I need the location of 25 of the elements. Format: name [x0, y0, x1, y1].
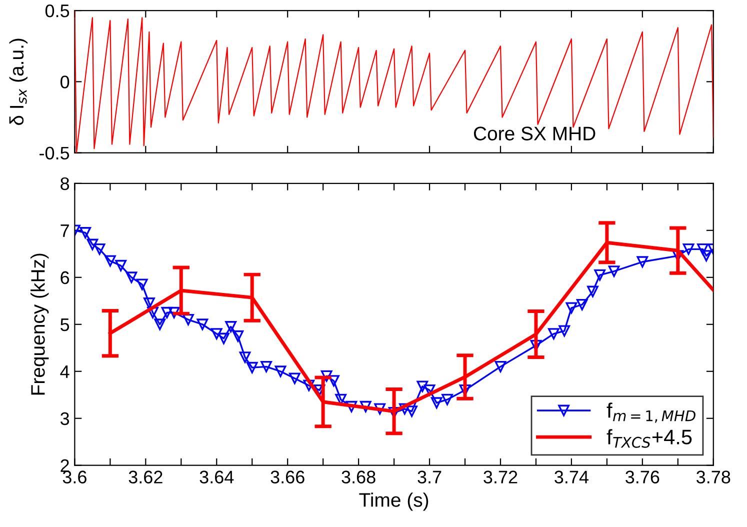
x-tick-label: 3.7 — [418, 470, 442, 484]
legend-label: f$_{m=1,MHD}$ — [606, 402, 696, 423]
x-tick-label: 3.62 — [128, 470, 162, 484]
x-tick-label: 3.76 — [626, 470, 660, 484]
y-tick-label: 7 — [60, 224, 69, 237]
x-tick-label: 3.6 — [62, 470, 86, 484]
y-tick-label: 3 — [60, 412, 70, 426]
x-tick-label: 3.68 — [342, 470, 376, 484]
y-tick-label: 4 — [60, 365, 70, 378]
y-axis-title: δ I$_{sx}$ (a.u.) — [9, 38, 28, 126]
y-tick-label: 8 — [60, 177, 70, 190]
legend-label: f$_{TXCS}$+4.5 — [606, 429, 692, 448]
x-tick-label: 3.72 — [484, 470, 518, 484]
y-tick-label: 0 — [60, 76, 70, 88]
x-tick-label: 3.64 — [200, 470, 234, 484]
x-tick-label: 3.74 — [554, 470, 588, 484]
y-tick-label: 6 — [60, 271, 70, 284]
x-tick-label: 3.66 — [270, 470, 304, 484]
x-axis-title: Time (s) — [359, 492, 428, 511]
y-axis-title: Frequency (kHz) — [30, 254, 49, 395]
y-tick-label: -0.5 — [40, 146, 70, 160]
y-tick-label: 0.5 — [45, 4, 70, 18]
annotation: Core SX MHD — [474, 126, 596, 140]
x-tick-label: 3.78 — [696, 470, 730, 484]
y-tick-label: 5 — [60, 318, 70, 332]
